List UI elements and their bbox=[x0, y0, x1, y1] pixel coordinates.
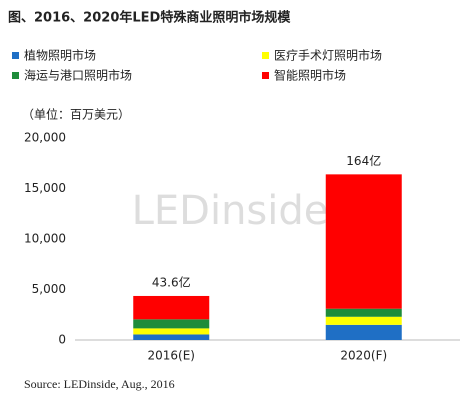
y-tick-label: 10,000 bbox=[24, 232, 66, 246]
bar-segment bbox=[325, 316, 402, 325]
legend-label: 医疗手术灯照明市场 bbox=[274, 48, 382, 63]
bar-segment bbox=[325, 308, 402, 317]
bar-segment bbox=[133, 295, 210, 320]
x-tick-label: 2016(E) bbox=[148, 349, 195, 363]
legend-label: 智能照明市场 bbox=[274, 68, 346, 83]
bar-segment bbox=[133, 319, 210, 329]
unit-label: （单位：百万美元） bbox=[22, 107, 130, 122]
bar-segment bbox=[133, 328, 210, 335]
legend-swatch bbox=[262, 72, 269, 79]
legend-swatch bbox=[12, 72, 19, 79]
y-tick-label: 5,000 bbox=[32, 282, 66, 296]
bar-segment bbox=[325, 174, 402, 309]
total-label: 164亿 bbox=[346, 153, 381, 168]
y-tick-label: 15,000 bbox=[24, 181, 66, 195]
total-label: 43.6亿 bbox=[152, 274, 191, 289]
legend-label: 植物照明市场 bbox=[24, 48, 96, 63]
source: Source: LEDinside, Aug., 2016 bbox=[24, 377, 175, 391]
x-tick-label: 2020(F) bbox=[340, 349, 387, 363]
legend-label: 海运与港口照明市场 bbox=[24, 68, 132, 83]
watermark: LEDinside bbox=[132, 188, 329, 234]
legend-swatch bbox=[12, 52, 19, 59]
bar-segment bbox=[325, 324, 402, 340]
y-tick-label: 20,000 bbox=[24, 131, 66, 145]
y-tick-label: 0 bbox=[58, 333, 66, 347]
legend-swatch bbox=[262, 52, 269, 59]
bar-segment bbox=[133, 334, 210, 340]
chart-title: 图、2016、2020年LED特殊商业照明市场规模 bbox=[8, 10, 291, 26]
